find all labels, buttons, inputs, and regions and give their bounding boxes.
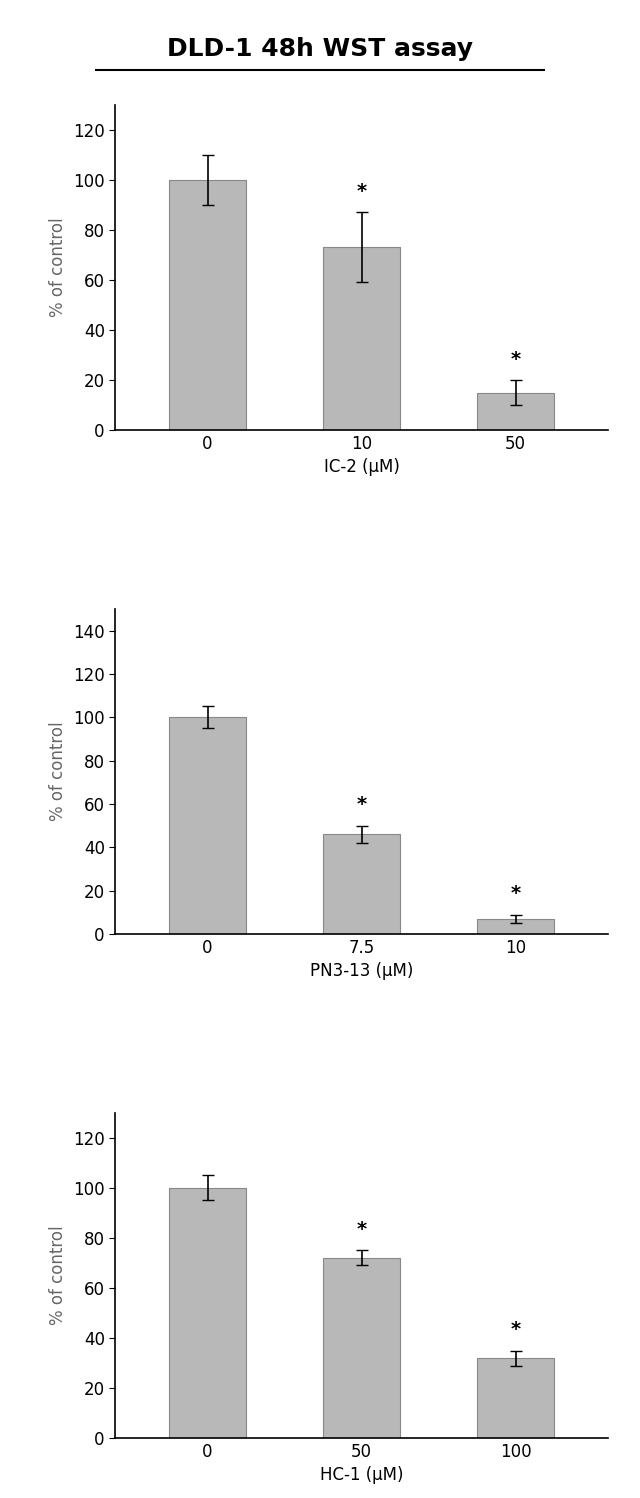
Bar	[323, 834, 400, 935]
Bar	[477, 918, 554, 935]
X-axis label: IC-2 (μM): IC-2 (μM)	[324, 458, 399, 476]
Text: *: *	[356, 1219, 367, 1239]
Text: *: *	[511, 884, 521, 903]
Bar	[323, 1258, 400, 1438]
Bar	[169, 718, 246, 935]
Y-axis label: % of control: % of control	[49, 1225, 67, 1326]
Bar	[323, 247, 400, 430]
Text: DLD-1 48h WST assay: DLD-1 48h WST assay	[167, 37, 473, 61]
Text: *: *	[511, 1320, 521, 1339]
Bar	[477, 392, 554, 430]
X-axis label: PN3-13 (μM): PN3-13 (μM)	[310, 963, 413, 981]
Text: *: *	[511, 349, 521, 369]
X-axis label: HC-1 (μM): HC-1 (μM)	[320, 1467, 403, 1485]
Bar	[169, 180, 246, 430]
Y-axis label: % of control: % of control	[49, 722, 67, 821]
Bar	[169, 1188, 246, 1438]
Text: *: *	[356, 795, 367, 815]
Y-axis label: % of control: % of control	[49, 217, 67, 318]
Bar	[477, 1359, 554, 1438]
Text: *: *	[356, 183, 367, 201]
